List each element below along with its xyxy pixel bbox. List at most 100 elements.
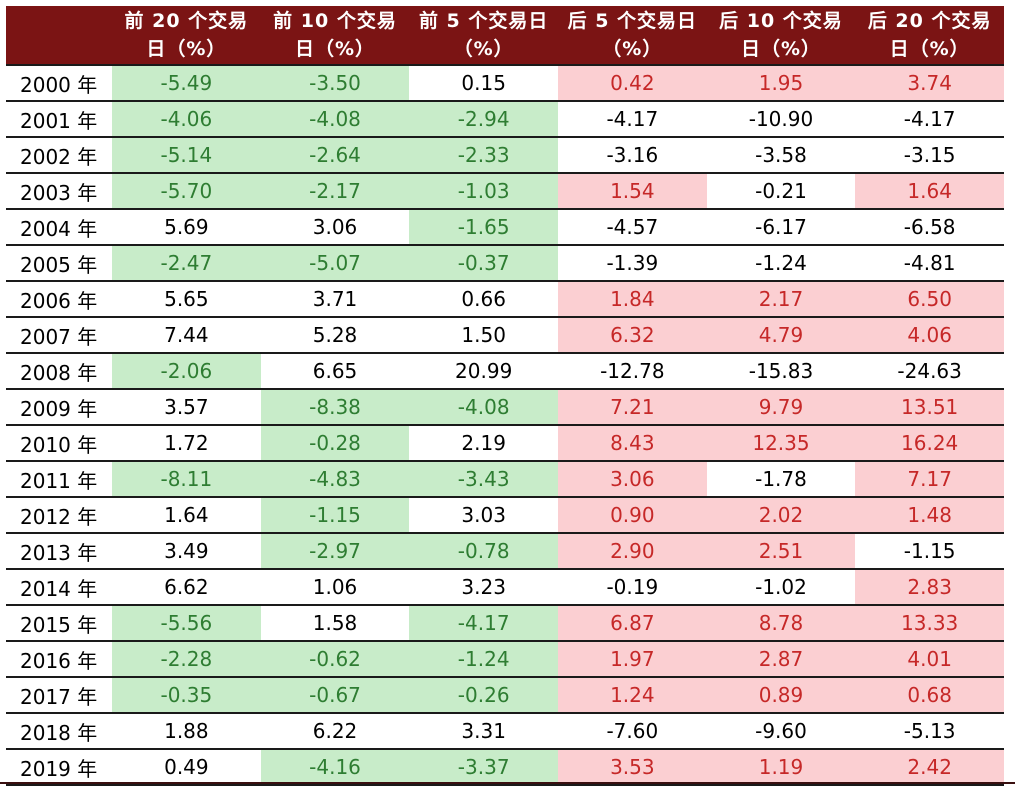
value-cell: 2.42 xyxy=(855,749,1004,786)
value-cell: 5.65 xyxy=(112,281,261,318)
value-cell: -3.15 xyxy=(855,137,1004,174)
value-cell: 3.03 xyxy=(409,497,558,534)
value-cell: -2.94 xyxy=(409,101,558,138)
value-cell: -1.65 xyxy=(409,209,558,246)
value-cell: 0.42 xyxy=(558,64,707,102)
value-cell: -0.78 xyxy=(409,533,558,570)
header-cell-year xyxy=(6,6,113,65)
table-row: 2017 年 -0.35 -0.67 -0.26 1.24 0.89 0.68 xyxy=(6,677,1004,714)
value-cell: -5.07 xyxy=(260,245,410,282)
value-cell: 5.69 xyxy=(112,209,261,246)
table-row: 2000 年 -5.49 -3.50 0.15 0.42 1.95 3.74 xyxy=(6,64,1004,102)
value-cell: -2.33 xyxy=(409,137,558,174)
value-cell: -2.64 xyxy=(260,137,410,174)
value-cell: -6.17 xyxy=(706,209,856,246)
value-cell: 7.17 xyxy=(855,461,1004,498)
value-cell: -8.11 xyxy=(112,461,261,498)
table-row: 2014 年 6.62 1.06 3.23 -0.19 -1.02 2.83 xyxy=(6,569,1004,606)
value-cell: -15.83 xyxy=(706,353,856,390)
value-cell: -1.24 xyxy=(706,245,856,282)
value-cell: 1.64 xyxy=(855,173,1004,210)
value-cell: -3.37 xyxy=(409,749,558,786)
value-cell: -1.39 xyxy=(558,245,707,282)
bottom-divider xyxy=(0,782,1015,784)
year-cell: 2016 年 xyxy=(6,641,113,678)
value-cell: -12.78 xyxy=(558,353,707,390)
year-cell: 2013 年 xyxy=(6,533,113,570)
value-cell: 6.62 xyxy=(112,569,261,606)
value-cell: -5.56 xyxy=(112,605,261,642)
value-cell: 1.24 xyxy=(558,677,707,714)
value-cell: -3.58 xyxy=(706,137,856,174)
year-cell: 2019 年 xyxy=(6,749,113,786)
value-cell: -2.97 xyxy=(260,533,410,570)
value-cell: -1.15 xyxy=(855,533,1004,570)
table-row: 2015 年 -5.56 1.58 -4.17 6.87 8.78 13.33 xyxy=(6,605,1004,642)
value-cell: -9.60 xyxy=(706,713,856,750)
returns-table: 前 20 个交易日（%） 前 10 个交易日（%） 前 5 个交易日（%） 后 … xyxy=(6,6,1004,786)
value-cell: 3.49 xyxy=(112,533,261,570)
value-cell: 1.64 xyxy=(112,497,261,534)
value-cell: -0.28 xyxy=(260,425,410,462)
value-cell: -4.17 xyxy=(409,605,558,642)
table-row: 2006 年 5.65 3.71 0.66 1.84 2.17 6.50 xyxy=(6,281,1004,318)
value-cell: 1.19 xyxy=(706,749,856,786)
year-cell: 2006 年 xyxy=(6,281,113,318)
value-cell: 1.48 xyxy=(855,497,1004,534)
value-cell: -5.13 xyxy=(855,713,1004,750)
table-row: 2001 年 -4.06 -4.08 -2.94 -4.17 -10.90 -4.17 xyxy=(6,101,1004,138)
value-cell: 6.65 xyxy=(260,353,410,390)
value-cell: 1.95 xyxy=(706,64,856,102)
value-cell: 2.83 xyxy=(855,569,1004,606)
value-cell: 1.50 xyxy=(409,317,558,354)
value-cell: -8.38 xyxy=(260,389,410,426)
year-cell: 2010 年 xyxy=(6,425,113,462)
value-cell: -4.17 xyxy=(855,101,1004,138)
value-cell: -4.83 xyxy=(260,461,410,498)
value-cell: -0.62 xyxy=(260,641,410,678)
year-cell: 2009 年 xyxy=(6,389,113,426)
value-cell: 1.54 xyxy=(558,173,707,210)
value-cell: 0.15 xyxy=(409,64,558,102)
year-cell: 2008 年 xyxy=(6,353,113,390)
value-cell: -6.58 xyxy=(855,209,1004,246)
value-cell: 2.02 xyxy=(706,497,856,534)
value-cell: -0.19 xyxy=(558,569,707,606)
year-cell: 2003 年 xyxy=(6,173,113,210)
year-cell: 2018 年 xyxy=(6,713,113,750)
table-row: 2008 年 -2.06 6.65 20.99 -12.78 -15.83 -24.63 xyxy=(6,353,1004,390)
value-cell: -0.26 xyxy=(409,677,558,714)
value-cell: 5.28 xyxy=(260,317,410,354)
value-cell: 0.49 xyxy=(112,749,261,786)
table-row: 2013 年 3.49 -2.97 -0.78 2.90 2.51 -1.15 xyxy=(6,533,1004,570)
value-cell: 1.72 xyxy=(112,425,261,462)
value-cell: 2.19 xyxy=(409,425,558,462)
value-cell: 6.87 xyxy=(558,605,707,642)
value-cell: 6.50 xyxy=(855,281,1004,318)
value-cell: -0.21 xyxy=(706,173,856,210)
value-cell: 0.68 xyxy=(855,677,1004,714)
value-cell: 3.57 xyxy=(112,389,261,426)
value-cell: 7.21 xyxy=(558,389,707,426)
value-cell: -2.06 xyxy=(112,353,261,390)
value-cell: -4.17 xyxy=(558,101,707,138)
value-cell: -5.49 xyxy=(112,64,261,102)
value-cell: 0.90 xyxy=(558,497,707,534)
value-cell: 6.32 xyxy=(558,317,707,354)
year-cell: 2000 年 xyxy=(6,64,113,102)
table-row: 2003 年 -5.70 -2.17 -1.03 1.54 -0.21 1.64 xyxy=(6,173,1004,210)
value-cell: 0.89 xyxy=(706,677,856,714)
year-cell: 2005 年 xyxy=(6,245,113,282)
value-cell: -0.67 xyxy=(260,677,410,714)
value-cell: -0.37 xyxy=(409,245,558,282)
value-cell: -1.03 xyxy=(409,173,558,210)
table-header: 前 20 个交易日（%） 前 10 个交易日（%） 前 5 个交易日（%） 后 … xyxy=(6,6,1004,65)
table-row: 2005 年 -2.47 -5.07 -0.37 -1.39 -1.24 -4.81 xyxy=(6,245,1004,282)
year-cell: 2007 年 xyxy=(6,317,113,354)
value-cell: -1.02 xyxy=(706,569,856,606)
value-cell: 3.71 xyxy=(260,281,410,318)
value-cell: 7.44 xyxy=(112,317,261,354)
value-cell: 1.88 xyxy=(112,713,261,750)
value-cell: 3.06 xyxy=(260,209,410,246)
returns-table-container: 前 20 个交易日（%） 前 10 个交易日（%） 前 5 个交易日（%） 后 … xyxy=(6,6,1004,786)
